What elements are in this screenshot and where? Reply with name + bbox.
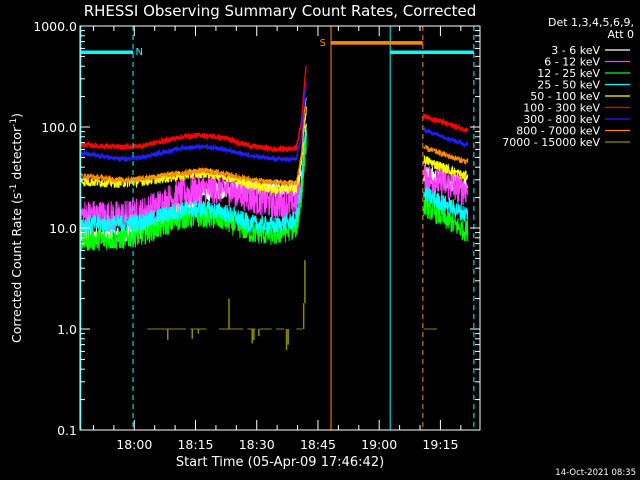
flag-label-0: N: [135, 47, 142, 58]
y-tick-label-1: 100.0: [41, 120, 77, 135]
series-6-segment-1: [423, 127, 469, 149]
x-tick-label-2: 18:30: [239, 437, 275, 452]
series-1-segment-1: [423, 162, 469, 206]
series-4-segment-0: [79, 106, 307, 195]
legend-label-0: 3 - 6 keV: [551, 44, 600, 57]
legend-label-7: 800 - 7000 keV: [516, 125, 600, 138]
legend-label-6: 300 - 800 keV: [523, 113, 600, 126]
series-7-segment-0: [79, 97, 307, 186]
series-3-segment-0: [79, 126, 307, 234]
x-tick-label-4: 19:00: [361, 437, 397, 452]
x-tick-label-1: 18:15: [177, 437, 213, 452]
y-tick-label-2: 10.0: [49, 221, 77, 236]
legend-label-5: 100 - 300 keV: [523, 102, 600, 115]
axes-frame: 1000.0 100.0 10.0 1.0 0.1 18:00 18:15 18:30 18:4…: [33, 19, 481, 452]
series-4-segment-1: [423, 155, 469, 181]
series-5-segment-1: [423, 113, 469, 134]
legend-label-4: 50 - 100 keV: [530, 90, 600, 103]
plot-area: NS: [79, 26, 475, 430]
legend-label-2: 12 - 25 keV: [537, 67, 600, 80]
x-tick-label-0: 18:00: [116, 437, 152, 452]
x-tick-label-3: 18:45: [300, 437, 336, 452]
legend-header-line-2: Att 0: [608, 28, 634, 41]
legend-label-3: 25 - 50 keV: [537, 79, 600, 92]
svg-text:Corrected Count Rate (s-1 dete: Corrected Count Rate (s-1 detector-1): [9, 113, 24, 343]
x-axis-label: Start Time (05-Apr-09 17:46:42): [176, 455, 384, 470]
legend-label-1: 6 - 12 keV: [544, 56, 600, 69]
y-tick-label-3: 1.0: [57, 322, 77, 337]
flag-label-2: S: [320, 38, 326, 49]
x-tick-label-5: 19:15: [422, 437, 458, 452]
series-2-segment-1: [423, 196, 469, 242]
series-6-segment-0: [79, 82, 307, 164]
series-7-segment-1: [423, 144, 469, 166]
legend-header-line-1: Det 1,3,4,5,6,9,: [548, 16, 634, 29]
legend-label-8: 7000 - 15000 keV: [502, 136, 600, 149]
timestamp: 14-Oct-2021 08:35: [555, 468, 636, 478]
y-tick-label-4: 0.1: [57, 423, 77, 438]
series-5-segment-0: [79, 65, 307, 154]
y-axis-label: Corrected Count Rate (s-1 detector-1): [9, 113, 24, 343]
y-tick-label-0: 1000.0: [33, 19, 77, 34]
chart-title: RHESSI Observing Summary Count Rates, Co…: [84, 2, 477, 20]
series-3-segment-1: [423, 186, 469, 222]
